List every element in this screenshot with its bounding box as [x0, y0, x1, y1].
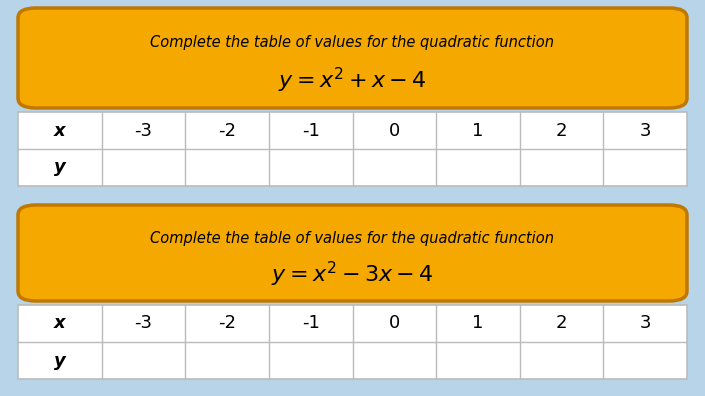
Text: -1: -1 — [302, 314, 319, 333]
Text: $y = x^2 - 3x - 4$: $y = x^2 - 3x - 4$ — [271, 259, 434, 289]
Text: y: y — [54, 352, 66, 369]
FancyBboxPatch shape — [18, 8, 687, 108]
Text: 0: 0 — [388, 314, 400, 333]
Text: Complete the table of values for the quadratic function: Complete the table of values for the qua… — [150, 231, 555, 246]
Text: 1: 1 — [472, 314, 484, 333]
Text: x: x — [54, 314, 66, 333]
Bar — [18, 112, 687, 186]
Text: y: y — [54, 158, 66, 177]
Text: -2: -2 — [218, 122, 236, 139]
Text: 2: 2 — [556, 122, 568, 139]
Text: -2: -2 — [218, 314, 236, 333]
Text: Complete the table of values for the quadratic function: Complete the table of values for the qua… — [150, 36, 555, 51]
Text: -1: -1 — [302, 122, 319, 139]
Bar — [18, 305, 687, 379]
Text: 3: 3 — [639, 122, 651, 139]
Text: 0: 0 — [388, 122, 400, 139]
Text: x: x — [54, 122, 66, 139]
FancyBboxPatch shape — [18, 205, 687, 301]
Text: 1: 1 — [472, 122, 484, 139]
Text: 3: 3 — [639, 314, 651, 333]
Text: $y = x^2 + x - 4$: $y = x^2 + x - 4$ — [278, 65, 427, 95]
Text: 2: 2 — [556, 314, 568, 333]
Text: -3: -3 — [135, 314, 152, 333]
Text: -3: -3 — [135, 122, 152, 139]
